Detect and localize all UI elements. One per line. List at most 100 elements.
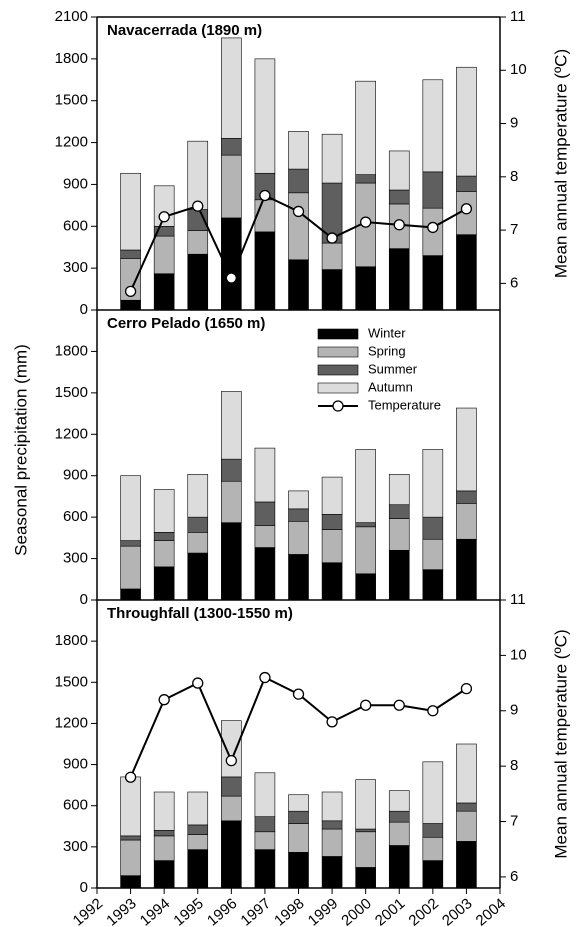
y-tick-label: 2100 — [55, 8, 88, 25]
bar-segment — [288, 168, 309, 194]
bar-segment — [120, 835, 141, 841]
y2-tick-label: 8 — [510, 168, 518, 185]
y2-tick-label: 10 — [510, 61, 527, 78]
bar-segment — [120, 540, 141, 547]
y-tick-label: 1800 — [55, 342, 88, 359]
bar-segment — [388, 810, 410, 823]
bar-segment — [254, 547, 276, 601]
temperature-point — [360, 216, 372, 228]
bar-segment — [288, 490, 309, 510]
bar-segment — [355, 449, 376, 523]
bar-segment — [120, 588, 141, 601]
y-tick-label: 1500 — [55, 92, 88, 109]
bar-segment — [355, 522, 376, 528]
bar-segment — [288, 852, 309, 889]
bar-segment — [388, 549, 410, 601]
bar-segment — [187, 253, 209, 311]
bar-segment — [321, 791, 343, 822]
bar-segment — [288, 520, 309, 555]
bar-segment — [456, 175, 477, 192]
bar-segment — [221, 154, 242, 219]
y2-tick-label: 11 — [510, 591, 526, 608]
x-tick-label: 1994 — [137, 895, 173, 927]
bar-segment — [456, 802, 477, 812]
temperature-point — [225, 754, 237, 767]
y-tick-label: 0 — [80, 301, 88, 318]
y-tick-label: 600 — [63, 217, 88, 234]
temperature-point — [158, 694, 170, 706]
bar-segment — [422, 761, 444, 824]
bar-segment — [288, 554, 309, 601]
bar-segment — [321, 242, 343, 270]
bar-segment — [422, 171, 444, 209]
bar-segment — [187, 834, 209, 850]
bar-segment — [221, 776, 242, 797]
panel-title: Throughfall (1300-1550 m) — [107, 605, 293, 622]
x-tick-label: 1996 — [204, 895, 240, 927]
bar-segment — [153, 830, 175, 837]
x-tick-label: 2002 — [405, 895, 441, 927]
y2-tick-label: 9 — [510, 115, 518, 132]
bar-segment — [187, 140, 209, 210]
temperature-point — [192, 677, 204, 689]
temperature-point — [460, 203, 473, 215]
bar-segment — [388, 504, 410, 519]
y-tick-label: 0 — [80, 879, 88, 896]
temperature-point — [427, 705, 439, 717]
x-tick-label: 1997 — [238, 895, 274, 927]
y2-tick-label: 6 — [510, 868, 518, 885]
bar-segment — [254, 849, 276, 889]
y2-tick-label: 11 — [510, 8, 526, 25]
bar-segment — [355, 80, 376, 175]
bar-segment — [422, 569, 444, 601]
bar-segment — [254, 831, 276, 850]
legend-swatch — [317, 328, 359, 340]
x-tick-label: 2003 — [439, 895, 475, 927]
y-tick-label: 300 — [63, 838, 88, 855]
temperature-point — [124, 771, 137, 783]
bar-segment — [456, 743, 477, 804]
bar-segment — [355, 779, 376, 830]
bar-segment — [422, 449, 444, 518]
x-tick-label: 1999 — [305, 895, 341, 927]
legend-label: Autumn — [368, 379, 413, 394]
bar-segment — [321, 133, 343, 184]
bar-segment — [388, 821, 410, 846]
temperature-point — [427, 221, 439, 234]
bar-segment — [153, 532, 175, 541]
y-tick-label: 1200 — [55, 714, 88, 731]
bar-segment — [254, 525, 276, 548]
bar-segment — [288, 794, 309, 812]
y-tick-label: 900 — [63, 756, 88, 773]
bar-segment — [456, 810, 477, 842]
temperature-point — [460, 682, 473, 695]
bar-segment — [388, 518, 410, 551]
bar-segment — [120, 299, 141, 311]
x-tick-label: 1993 — [103, 895, 139, 927]
y-axis-title: Seasonal precipitation (mm) — [11, 344, 30, 556]
bar-segment — [355, 828, 376, 833]
bar-segment — [120, 875, 141, 889]
bar-segment — [288, 823, 309, 853]
bar-segment — [422, 836, 444, 861]
bar-segment — [321, 529, 343, 564]
legend-label: Summer — [368, 361, 418, 376]
bar-segment — [187, 849, 209, 889]
y-tick-label: 300 — [63, 550, 88, 567]
y-tick-label: 1200 — [55, 425, 88, 442]
legend-swatch — [317, 364, 359, 376]
x-tick-label: 1992 — [70, 895, 106, 927]
bar-segment — [355, 867, 376, 889]
bar-segment — [254, 501, 276, 526]
legend-swatch — [317, 346, 359, 358]
y-tick-label: 600 — [63, 797, 88, 814]
legend-label: Temperature — [368, 397, 441, 412]
bar-segment — [221, 522, 242, 601]
y-tick-label: 600 — [63, 508, 88, 525]
bar-segment — [355, 573, 376, 601]
bar-segment — [456, 841, 477, 889]
bar-segment — [153, 791, 175, 831]
bar-segment — [321, 562, 343, 601]
